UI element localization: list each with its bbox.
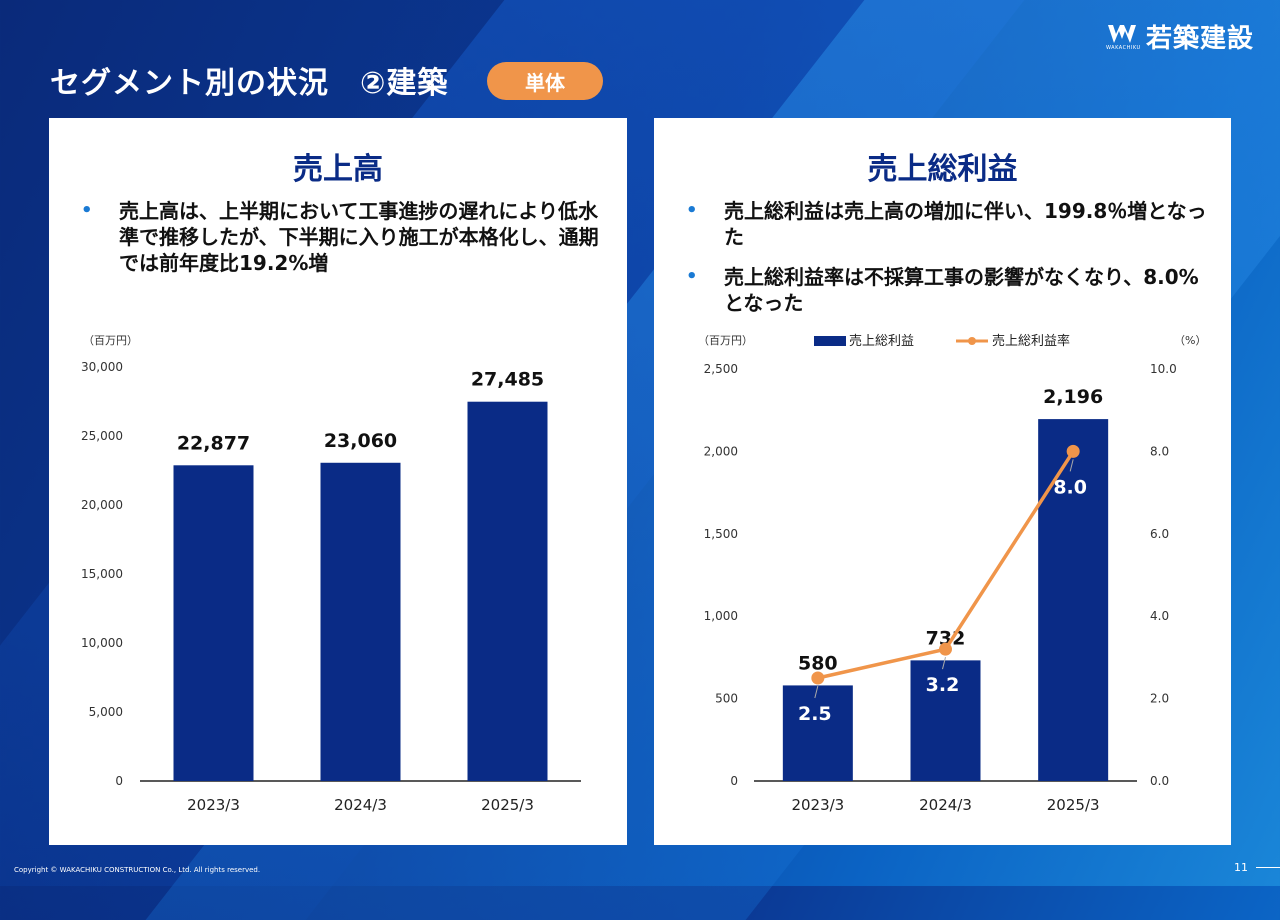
line-marker	[1066, 444, 1080, 458]
bullet-dot-icon: •	[81, 200, 93, 221]
y-axis-unit: （百万円）	[83, 334, 138, 347]
legend-label: 売上総利益率	[992, 333, 1070, 349]
bar	[782, 685, 853, 781]
line-value-label: 2.5	[798, 703, 832, 725]
line-marker	[811, 671, 825, 685]
page-number: 11	[1234, 861, 1248, 874]
legend-line-marker	[968, 337, 976, 345]
bar-value-label: 2,196	[1043, 386, 1103, 408]
y-tick-label: 0	[115, 774, 123, 788]
y-tick-label-right: 6.0	[1150, 527, 1169, 541]
y-tick-label-right: 0.0	[1150, 774, 1169, 788]
y-axis-unit-right: （%）	[1174, 334, 1206, 347]
bar	[910, 660, 981, 781]
bar-value-label: 580	[798, 652, 838, 674]
y-tick-label: 25,000	[81, 429, 123, 443]
y-tick-label-left: 2,500	[704, 362, 738, 376]
y-tick-label-left: 500	[715, 692, 738, 706]
company-logo: WAKACHIKU 若築建設	[1106, 18, 1254, 55]
bullet-text: 売上総利益率は不採算工事の影響がなくなり、8.0%となった	[724, 265, 1199, 315]
legend-label: 売上総利益	[849, 333, 914, 349]
line-marker	[939, 642, 952, 656]
y-tick-label: 15,000	[81, 567, 123, 581]
x-tick-label: 2025/3	[481, 796, 534, 814]
bar-value-label: 22,877	[177, 432, 250, 454]
y-tick-label-right: 2.0	[1150, 692, 1169, 706]
bar	[1038, 419, 1109, 781]
panel-title: 売上高	[293, 152, 383, 187]
y-tick-label: 5,000	[89, 705, 123, 719]
bullet-text: 売上高は、上半期において工事進捗の遅れにより低水準で推移したが、下半期に入り施工…	[119, 199, 599, 275]
bar	[467, 401, 548, 781]
y-tick-label-left: 1,000	[704, 609, 738, 623]
y-tick-label: 30,000	[81, 360, 123, 374]
logo-text: 若築建設	[1145, 24, 1254, 54]
x-tick-label: 2023/3	[187, 796, 240, 814]
x-tick-label: 2024/3	[919, 796, 972, 814]
y-tick-label-right: 8.0	[1150, 444, 1169, 458]
x-tick-label: 2025/3	[1047, 796, 1100, 814]
copyright-text: Copyright © WAKACHIKU CONSTRUCTION Co., …	[14, 866, 261, 874]
gross-profit-panel: 売上総利益 • 売上総利益は売上高の増加に伴い、199.8％増となった • 売上総利…	[654, 118, 1231, 845]
bullet-item: • 売上高は、上半期において工事進捗の遅れにより低水準で推移したが、下半期に入り施…	[81, 198, 603, 276]
bar-value-label: 23,060	[324, 430, 397, 452]
data-label-leader	[1069, 459, 1074, 472]
page-number-rule	[1256, 867, 1280, 868]
bullet-dot-icon: •	[686, 200, 698, 221]
data-label-leader	[814, 685, 819, 699]
status-badge: 単体	[487, 62, 603, 100]
bar	[320, 462, 401, 781]
y-axis-unit-left: （百万円）	[698, 334, 753, 347]
y-tick-label-left: 0	[730, 774, 738, 788]
y-tick-label-left: 1,500	[704, 527, 738, 541]
y-tick-label-right: 4.0	[1150, 609, 1169, 623]
x-tick-label: 2024/3	[334, 796, 387, 814]
legend-bar-swatch	[814, 336, 846, 346]
bullet-text: 売上総利益は売上高の増加に伴い、199.8％増となった	[724, 199, 1207, 249]
y-tick-label-left: 2,000	[704, 444, 738, 458]
bullet-list: • 売上総利益は売上高の増加に伴い、199.8％増となった • 売上総利益率は不採算…	[686, 198, 1207, 330]
sales-panel: 売上高 • 売上高は、上半期において工事進捗の遅れにより低水準で推移したが、下半期…	[49, 118, 627, 845]
logo-mark-icon: WAKACHIKU	[1105, 21, 1141, 53]
page-title: セグメント別の状況 ②建築	[50, 66, 449, 101]
bar	[173, 465, 254, 781]
y-tick-label-right: 10.0	[1150, 362, 1177, 376]
sales-bar-chart: （百万円） 0 5,000 10,000 15,000 20,000 25,000 30,00…	[81, 334, 581, 814]
bar-value-label: 27,485	[471, 369, 544, 391]
y-tick-label: 10,000	[81, 636, 123, 650]
data-label-leader	[942, 657, 946, 670]
x-tick-label: 2023/3	[791, 796, 844, 814]
logo-sub-text: WAKACHIKU	[1105, 44, 1141, 51]
bullet-dot-icon: •	[686, 266, 698, 287]
gross-profit-combo-chart: （百万円） （%） 売上総利益 売上総利益率 0 500 1,000 1,500 2,000 2,…	[698, 333, 1206, 814]
bullet-item: • 売上総利益は売上高の増加に伴い、199.8％増となった	[686, 198, 1207, 250]
y-tick-label: 20,000	[81, 498, 123, 512]
panel-title: 売上総利益	[867, 152, 1018, 187]
bullet-list: • 売上高は、上半期において工事進捗の遅れにより低水準で推移したが、下半期に入り施…	[81, 198, 603, 290]
line-value-label: 3.2	[926, 674, 960, 696]
line-value-label: 8.0	[1053, 476, 1087, 498]
bullet-item: • 売上総利益率は不採算工事の影響がなくなり、8.0%となった	[686, 264, 1207, 316]
